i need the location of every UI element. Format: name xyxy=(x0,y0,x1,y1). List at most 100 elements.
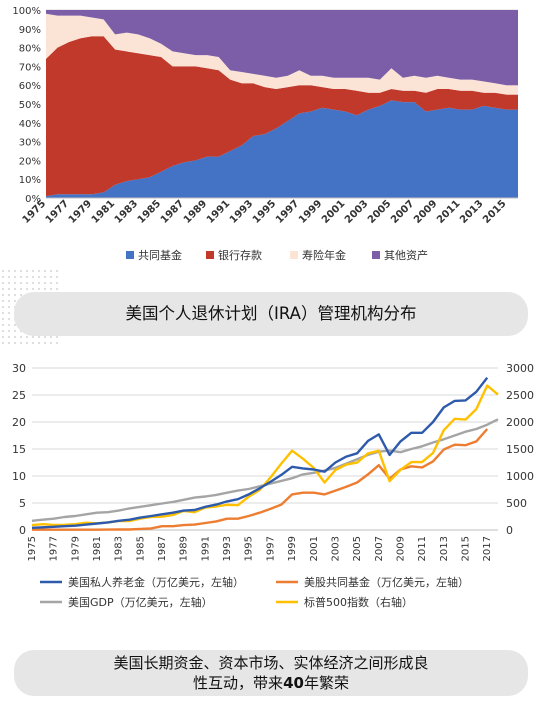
y-tick-label: 60% xyxy=(19,81,41,92)
area-series-group xyxy=(46,10,518,199)
legend-swatch xyxy=(372,251,380,259)
x-tick-label: 1981 xyxy=(90,198,117,225)
legend-swatch xyxy=(206,251,214,259)
line-series-2 xyxy=(31,418,499,522)
x-tick-label: 2007 xyxy=(389,198,416,225)
legend-label: 银行存款 xyxy=(218,248,262,262)
x-tick-label: 1989 xyxy=(179,536,190,561)
x-tick-label: 2017 xyxy=(482,536,493,561)
legend-label: 共同基金 xyxy=(138,248,182,262)
y-left-tick-label: 25 xyxy=(12,389,26,402)
x-tick-label: 1997 xyxy=(274,198,301,225)
bottom-caption-bold: 40 xyxy=(283,674,304,692)
y-tick-label: 50% xyxy=(19,100,41,111)
area-series-共同基金 xyxy=(46,100,518,198)
x-tick-label: 2009 xyxy=(412,198,439,225)
legend-label: 美国私人养老金（万亿美元，左轴） xyxy=(68,575,244,589)
legend-label: 美国GDP（万亿美元，左轴） xyxy=(68,595,213,609)
y-right-tick-label: 2500 xyxy=(506,389,534,402)
line-series-0 xyxy=(31,376,489,529)
y-right-axis-tick-labels: 0 500 1000 1500 2000 2500 3000 xyxy=(506,362,534,537)
bottom-caption-post: 年繁荣 xyxy=(303,674,349,692)
y-tick-label: 100% xyxy=(12,6,41,17)
x-tick-label: 1983 xyxy=(114,536,125,561)
y-gridlines xyxy=(32,367,498,531)
y-tick-label: 20% xyxy=(19,156,41,167)
x-tick-label: 1975 xyxy=(27,536,38,561)
x-tick-label: 2015 xyxy=(481,198,508,225)
legend-swatch xyxy=(290,251,298,259)
x-tick-label: 1985 xyxy=(136,198,163,225)
x-tick-label: 2007 xyxy=(374,536,385,561)
y-tick-label: 70% xyxy=(19,62,41,73)
x-tick-label: 2013 xyxy=(458,198,485,225)
y-left-tick-label: 20 xyxy=(12,416,26,429)
y-right-tick-label: 1000 xyxy=(506,470,534,483)
bottom-caption-pre: 性互动，带来 xyxy=(193,674,284,692)
x-tick-label: 2003 xyxy=(330,536,341,561)
y-right-tick-label: 1500 xyxy=(506,443,534,456)
x-tick-label: 2013 xyxy=(439,536,450,561)
x-tick-label: 2015 xyxy=(460,536,471,561)
chart-legend: 共同基金 银行存款 寿险年金 其他资产 xyxy=(126,248,428,262)
x-tick-label: 1999 xyxy=(287,536,298,561)
x-tick-label: 2003 xyxy=(343,198,370,225)
x-tick-label: 2001 xyxy=(309,536,320,561)
x-tick-label: 1991 xyxy=(205,198,232,225)
x-tick-label: 1987 xyxy=(157,536,168,561)
x-tick-label: 2011 xyxy=(435,198,462,225)
y-tick-label: 0% xyxy=(25,194,41,205)
x-tick-label: 2001 xyxy=(320,198,347,225)
legend-label: 其他资产 xyxy=(384,248,428,262)
y-tick-label: 80% xyxy=(19,44,41,55)
line-series-1 xyxy=(32,428,489,531)
area-series-银行存款 xyxy=(46,36,518,197)
y-right-tick-label: 500 xyxy=(506,497,527,510)
chart-legend: 美国私人养老金（万亿美元，左轴） 美股共同基金（万亿美元，左轴） 美国GDP（万亿美… xyxy=(40,575,469,609)
y-axis-tick-labels: 0% 10% 20% 30% 40% 50% 60% 70% 80% 90% 100% xyxy=(12,6,41,205)
x-tick-label: 1979 xyxy=(70,536,81,561)
x-tick-label: 1989 xyxy=(182,198,209,225)
y-left-tick-label: 15 xyxy=(12,443,26,456)
legend-swatch xyxy=(126,251,134,259)
x-tick-label: 1993 xyxy=(222,536,233,561)
y-left-tick-label: 10 xyxy=(12,470,26,483)
y-left-tick-label: 5 xyxy=(19,497,26,510)
x-tick-label: 2005 xyxy=(352,536,363,561)
pension-line-chart: 0 5 10 15 20 25 30 0 500 1000 1500 2000 2500 3000 19… xyxy=(12,362,534,609)
x-tick-label: 1977 xyxy=(44,198,71,225)
top-caption-text: 美国个人退休计划（IRA）管理机构分布 xyxy=(125,304,417,323)
area-series-寿险年金 xyxy=(46,13,518,95)
y-right-tick-label: 3000 xyxy=(506,362,534,375)
legend-label: 寿险年金 xyxy=(302,248,346,262)
y-tick-label: 10% xyxy=(19,175,41,186)
y-left-axis-tick-labels: 0 5 10 15 20 25 30 xyxy=(12,362,26,537)
x-tick-label: 1995 xyxy=(251,198,278,225)
y-tick-label: 90% xyxy=(19,25,41,36)
x-tick-label: 1999 xyxy=(297,198,324,225)
top-chart-caption: 美国个人退休计划（IRA）管理机构分布 xyxy=(14,292,528,336)
ira-stacked-area-chart: 0% 10% 20% 30% 40% 50% 60% 70% 80% 90% 100% 197519… xyxy=(12,6,518,262)
x-tick-label: 1983 xyxy=(113,198,140,225)
y-tick-label: 30% xyxy=(19,138,41,149)
x-tick-label: 1993 xyxy=(228,198,255,225)
y-left-tick-label: 0 xyxy=(19,524,26,537)
x-tick-label: 2009 xyxy=(395,536,406,561)
legend-label: 标普500指数（右轴） xyxy=(304,595,413,609)
x-tick-label: 1997 xyxy=(265,536,276,561)
x-tick-label: 1979 xyxy=(67,198,94,225)
x-tick-label: 1987 xyxy=(159,198,186,225)
line-series-group xyxy=(31,376,499,531)
x-tick-label: 1991 xyxy=(200,536,211,561)
x-tick-label: 2005 xyxy=(366,198,393,225)
y-tick-label: 40% xyxy=(19,119,41,130)
y-left-tick-label: 30 xyxy=(12,362,26,375)
x-axis-tick-labels: 1975 1977 1979 1981 1983 1985 1987 1989 1991 1993… xyxy=(27,536,493,561)
x-tick-label: 1981 xyxy=(92,536,103,561)
legend-label: 美股共同基金（万亿美元，左轴） xyxy=(304,575,469,589)
bottom-chart-caption: 美国长期资金、资本市场、实体经济之间形成良 性互动，带来40年繁荣 xyxy=(14,650,528,696)
x-tick-label: 1995 xyxy=(244,536,255,561)
y-right-tick-label: 0 xyxy=(506,524,513,537)
x-tick-label: 1985 xyxy=(135,536,146,561)
bottom-caption-line1: 美国长期资金、资本市场、实体经济之间形成良 xyxy=(113,654,429,672)
